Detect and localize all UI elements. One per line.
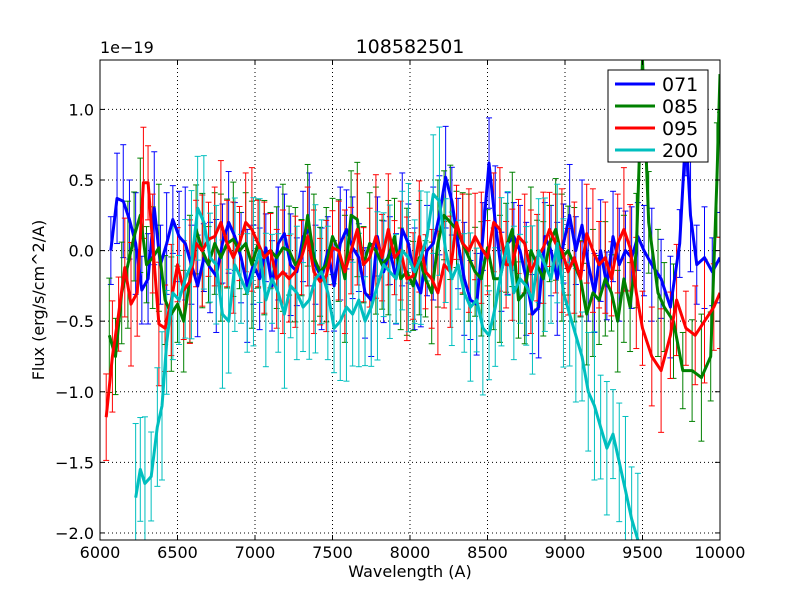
x-tick-labels: 6000 6500 7000 7500 8000 8500 9000 9500 10000 [80,543,746,562]
x-tick-label: 10000 [695,543,746,562]
x-axis-label: Wavelength (A) [348,562,471,581]
x-tick-label: 9000 [545,543,586,562]
y-tick-label: −2.0 [55,524,94,543]
x-tick-label: 8500 [467,543,508,562]
x-tick-label: 7500 [312,543,353,562]
y-tick-label: 0.5 [69,171,94,190]
x-tick-label: 6000 [80,543,121,562]
y-tick-label: −0.5 [55,312,94,331]
y-axis-label: Flux (erg/s/cm^2/A) [29,220,48,381]
y-tick-label: −1.5 [55,453,94,472]
ticks [99,60,721,540]
legend-label-071: 071 [662,74,698,96]
y-tick-labels: −2.0 −1.5 −1.0 −0.5 0.0 0.5 1.0 [55,100,94,543]
series-line-200 [134,192,640,540]
series-line-085 [107,60,720,380]
legend-label-095: 095 [662,118,698,140]
series-lines [104,60,720,540]
y-tick-label: 1.0 [69,100,94,119]
series-line-095 [104,181,720,418]
x-tick-label: 6500 [157,543,198,562]
x-tick-label: 8000 [390,543,431,562]
legend-label-200: 200 [662,140,698,162]
legend-label-085: 085 [662,96,698,118]
chart-title: 108582501 [356,36,465,58]
y-tick-label: 0.0 [69,242,94,261]
x-tick-label: 9500 [622,543,663,562]
x-tick-label: 7000 [235,543,276,562]
y-tick-label: −1.0 [55,383,94,402]
y-offset-label: 1e−19 [100,38,154,57]
